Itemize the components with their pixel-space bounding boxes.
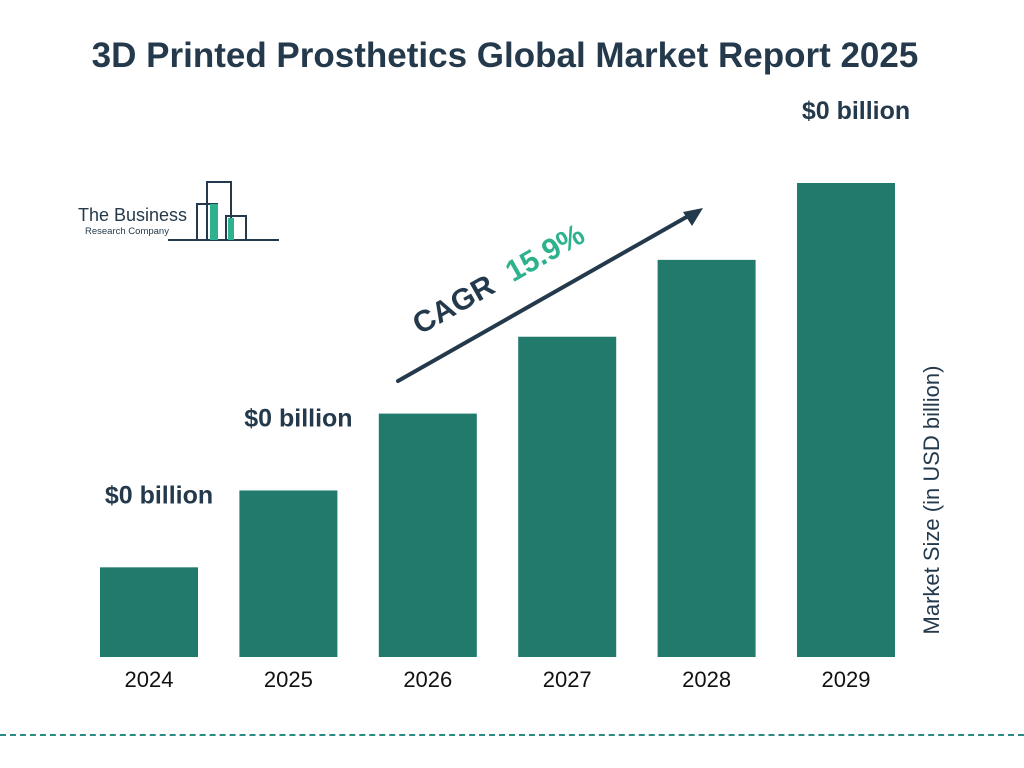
bar-2027 <box>518 336 617 657</box>
data-label: $0 billion <box>244 404 352 432</box>
bar-2025 <box>239 490 338 657</box>
y-axis-label: Market Size (in USD billion) <box>919 365 944 635</box>
x-tick-label: 2024 <box>125 667 174 692</box>
page-title: 3D Printed Prosthetics Global Market Rep… <box>91 36 919 75</box>
growth-arrow-line <box>396 213 692 383</box>
x-tick-label: 2026 <box>403 667 452 692</box>
logo-subtitle: Research Company <box>85 226 169 237</box>
bar-2024 <box>100 567 198 657</box>
bar-chart-buildings-icon <box>168 181 279 241</box>
arrow-head-icon <box>683 208 703 226</box>
x-tick-label: 2029 <box>822 667 871 692</box>
x-tick-label: 2025 <box>264 667 313 692</box>
footer-divider <box>0 734 1024 736</box>
bar-2028 <box>657 259 756 657</box>
x-tick-label: 2027 <box>543 667 592 692</box>
data-label: $0 billion <box>105 481 213 509</box>
company-logo: The Business Research Company <box>76 178 286 248</box>
bar-2026 <box>378 413 477 657</box>
logo-name: The Business <box>78 205 188 225</box>
x-tick-label: 2028 <box>682 667 731 692</box>
data-label: $0 billion <box>802 97 910 125</box>
bar-2029 <box>797 183 895 657</box>
